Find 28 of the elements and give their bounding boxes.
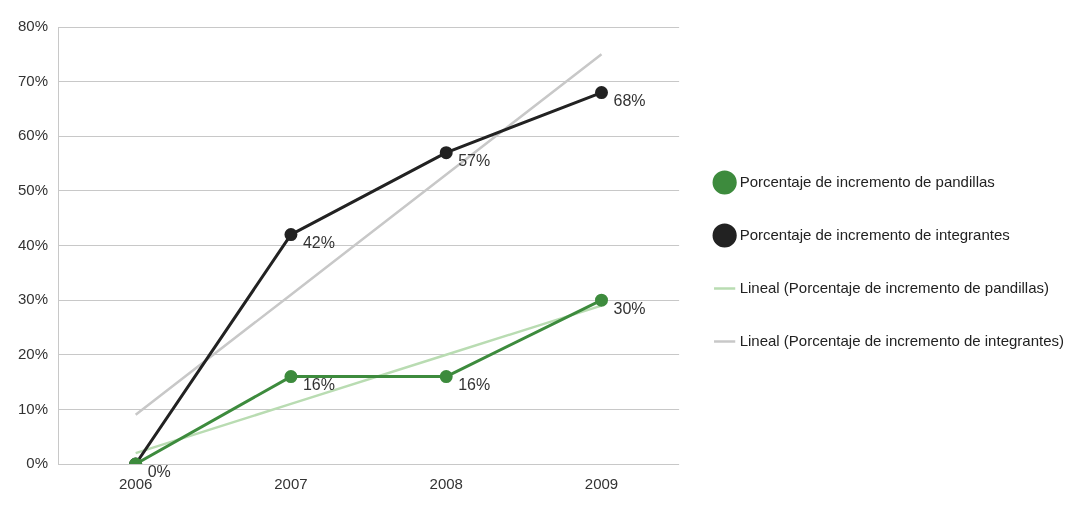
point xyxy=(439,146,453,160)
point xyxy=(284,370,298,384)
y-tick-label: 60% xyxy=(17,126,49,144)
point xyxy=(439,370,453,384)
x-tick-label: 2007 xyxy=(274,475,308,493)
y-tick-label: 20% xyxy=(17,344,49,362)
legend-label: Lineal (Porcentaje de incremento de integrantes) xyxy=(739,331,1065,349)
legend-label: Porcentaje de incremento de integrantes xyxy=(739,225,1010,243)
y-tick-label: 80% xyxy=(17,17,49,35)
data-label: 16% xyxy=(458,376,491,394)
point xyxy=(595,293,608,307)
point xyxy=(595,86,608,100)
data-label: 30% xyxy=(613,299,646,317)
y-tick-label: 50% xyxy=(17,181,49,199)
y-tick-label: 30% xyxy=(17,290,49,308)
x-tick-label: 2008 xyxy=(429,475,463,493)
legend-label: Porcentaje de incremento de pandillas xyxy=(739,172,995,190)
y-tick-label: 0% xyxy=(26,454,49,472)
y-tick-label: 10% xyxy=(17,399,49,417)
point xyxy=(284,228,298,242)
data-label: 57% xyxy=(458,152,491,170)
data-label: 16% xyxy=(302,376,335,394)
data-label: 42% xyxy=(302,233,335,251)
data-label: 68% xyxy=(613,91,646,109)
x-tick-label: 2009 xyxy=(584,475,619,493)
y-tick-label: 40% xyxy=(17,235,49,253)
y-tick-label: 70% xyxy=(17,71,49,89)
legend-label: Lineal (Porcentaje de incremento de pandillas) xyxy=(739,278,1049,296)
